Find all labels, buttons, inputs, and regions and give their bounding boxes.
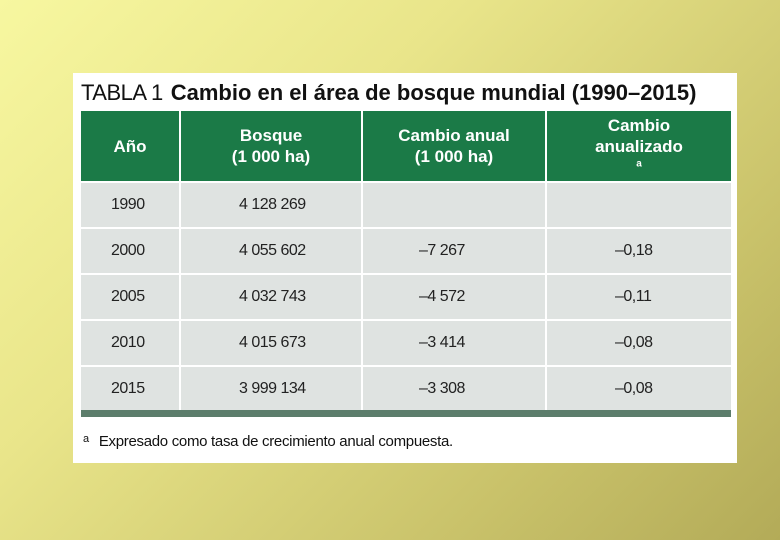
cell-year: 2015 [81,365,181,411]
header-forest: Bosque (1 000 ha) [181,111,363,181]
table-caption: TABLA 1 Cambio en el área de bosque mundi… [81,77,696,109]
cell-annual-change: –3 308 [363,365,547,411]
table-footnote: a Expresado como tasa de crecimiento anua… [83,433,453,450]
cell-annualized: –0,08 [547,319,731,365]
footnote-marker: a [83,433,89,445]
table-row: 2015 3 999 134 –3 308 –0,08 [81,365,731,411]
table-row: 2005 4 032 743 –4 572 –0,11 [81,273,731,319]
cell-year: 2000 [81,227,181,273]
table-row: 2000 4 055 602 –7 267 –0,18 [81,227,731,273]
header-year: Año [81,111,181,181]
table-title: Cambio en el área de bosque mundial (199… [170,80,697,105]
table-row: 2010 4 015 673 –3 414 –0,08 [81,319,731,365]
header-annual-change: Cambio anual (1 000 ha) [363,111,547,181]
cell-annualized [547,181,731,227]
cell-year: 1990 [81,181,181,227]
cell-annualized: –0,11 [547,273,731,319]
header-row: Año Bosque (1 000 ha) Cambio anual (1 00… [81,111,731,181]
table-row: 1990 4 128 269 [81,181,731,227]
table-card: TABLA 1 Cambio en el área de bosque mundi… [73,73,737,463]
cell-annual-change: –4 572 [363,273,547,319]
header-annualized-change: Cambio anualizado a [547,111,731,181]
cell-forest: 4 055 602 [181,227,363,273]
cell-annualized: –0,18 [547,227,731,273]
cell-annual-change: –7 267 [363,227,547,273]
cell-forest: 3 999 134 [181,365,363,411]
cell-annualized: –0,08 [547,365,731,411]
cell-year: 2010 [81,319,181,365]
cell-year: 2005 [81,273,181,319]
footnote-text: Expresado como tasa de crecimiento anual… [98,433,453,450]
forest-area-table: Año Bosque (1 000 ha) Cambio anual (1 00… [81,111,731,411]
table-bottom-rule [81,410,731,417]
cell-forest: 4 128 269 [181,181,363,227]
footnote-ref: a [636,157,642,169]
cell-annual-change [363,181,547,227]
cell-forest: 4 015 673 [181,319,363,365]
cell-annual-change: –3 414 [363,319,547,365]
table-label: TABLA 1 [81,80,163,105]
cell-forest: 4 032 743 [181,273,363,319]
header-annualized-label: anualizado [595,136,683,156]
